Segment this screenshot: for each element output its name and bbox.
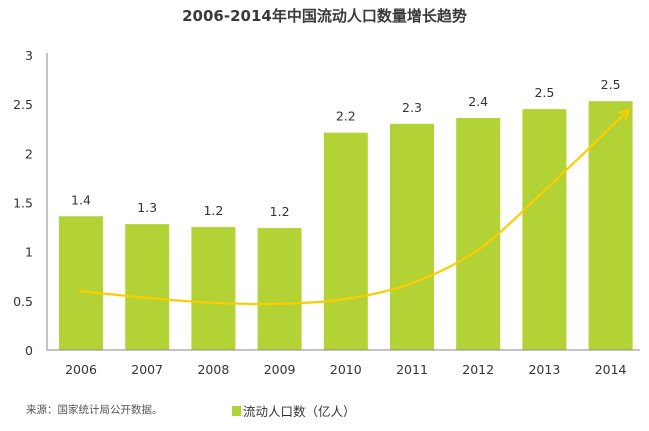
legend-swatch (232, 405, 241, 416)
legend-label: 流动人口数（亿人） (243, 404, 356, 419)
x-tick-label-2014: 2014 (595, 362, 627, 377)
bar-2011 (390, 123, 434, 350)
x-tick-label-2007: 2007 (131, 362, 163, 377)
y-tick-label: 1.5 (13, 196, 33, 211)
data-label-2010: 2.2 (336, 109, 356, 124)
legend: 流动人口数（亿人） (232, 401, 356, 420)
bar-2007 (125, 224, 170, 350)
y-tick-label: 0.5 (13, 294, 33, 309)
x-tick-label-2011: 2011 (396, 362, 428, 377)
y-tick-label: 1 (25, 245, 33, 260)
x-tick-label-2013: 2013 (528, 362, 560, 377)
y-axis-ticks: 0 0.5 1 1.5 2 2.5 3 (13, 48, 33, 358)
bar-2012 (456, 117, 501, 350)
bar-2010 (323, 132, 368, 350)
arrowhead-icon (617, 108, 630, 121)
bar-2013 (522, 109, 567, 350)
source-note: 来源：国家统计局公开数据。 (26, 404, 163, 416)
x-tick-label-2010: 2010 (330, 362, 362, 377)
data-label-2011: 2.3 (402, 100, 422, 115)
trend-arrow (78, 108, 630, 306)
data-label-2009: 1.2 (270, 204, 290, 219)
data-label-2012: 2.4 (468, 94, 488, 109)
y-tick-label: 3 (25, 48, 33, 63)
bar-2014 (588, 101, 633, 350)
bar-2009 (257, 228, 302, 350)
data-label-2006: 1.4 (71, 192, 91, 207)
data-labels: 1.4 1.3 1.2 1.2 2.2 2.3 2.4 2.5 2.5 (71, 77, 620, 219)
bar-2006 (59, 216, 103, 350)
x-tick-label-2006: 2006 (65, 362, 97, 377)
y-tick-label: 2 (25, 146, 33, 161)
x-tick-label-2008: 2008 (197, 362, 229, 377)
chart-title: 2006-2014年中国流动人口数量增长趋势 (182, 7, 467, 25)
bar-2008 (191, 227, 236, 350)
data-label-2013: 2.5 (534, 85, 554, 100)
bars (59, 101, 633, 350)
x-tick-label-2012: 2012 (462, 362, 494, 377)
trend-curve (78, 109, 630, 306)
data-label-2014: 2.5 (601, 77, 621, 92)
y-tick-label: 0 (25, 343, 33, 358)
x-tick-label-2009: 2009 (264, 362, 296, 377)
y-tick-label: 2.5 (13, 97, 33, 112)
data-label-2007: 1.3 (137, 200, 157, 215)
x-axis-ticks: 2006 2007 2008 2009 2010 2011 2012 2013 2014 (65, 362, 626, 377)
data-label-2008: 1.2 (203, 203, 223, 218)
